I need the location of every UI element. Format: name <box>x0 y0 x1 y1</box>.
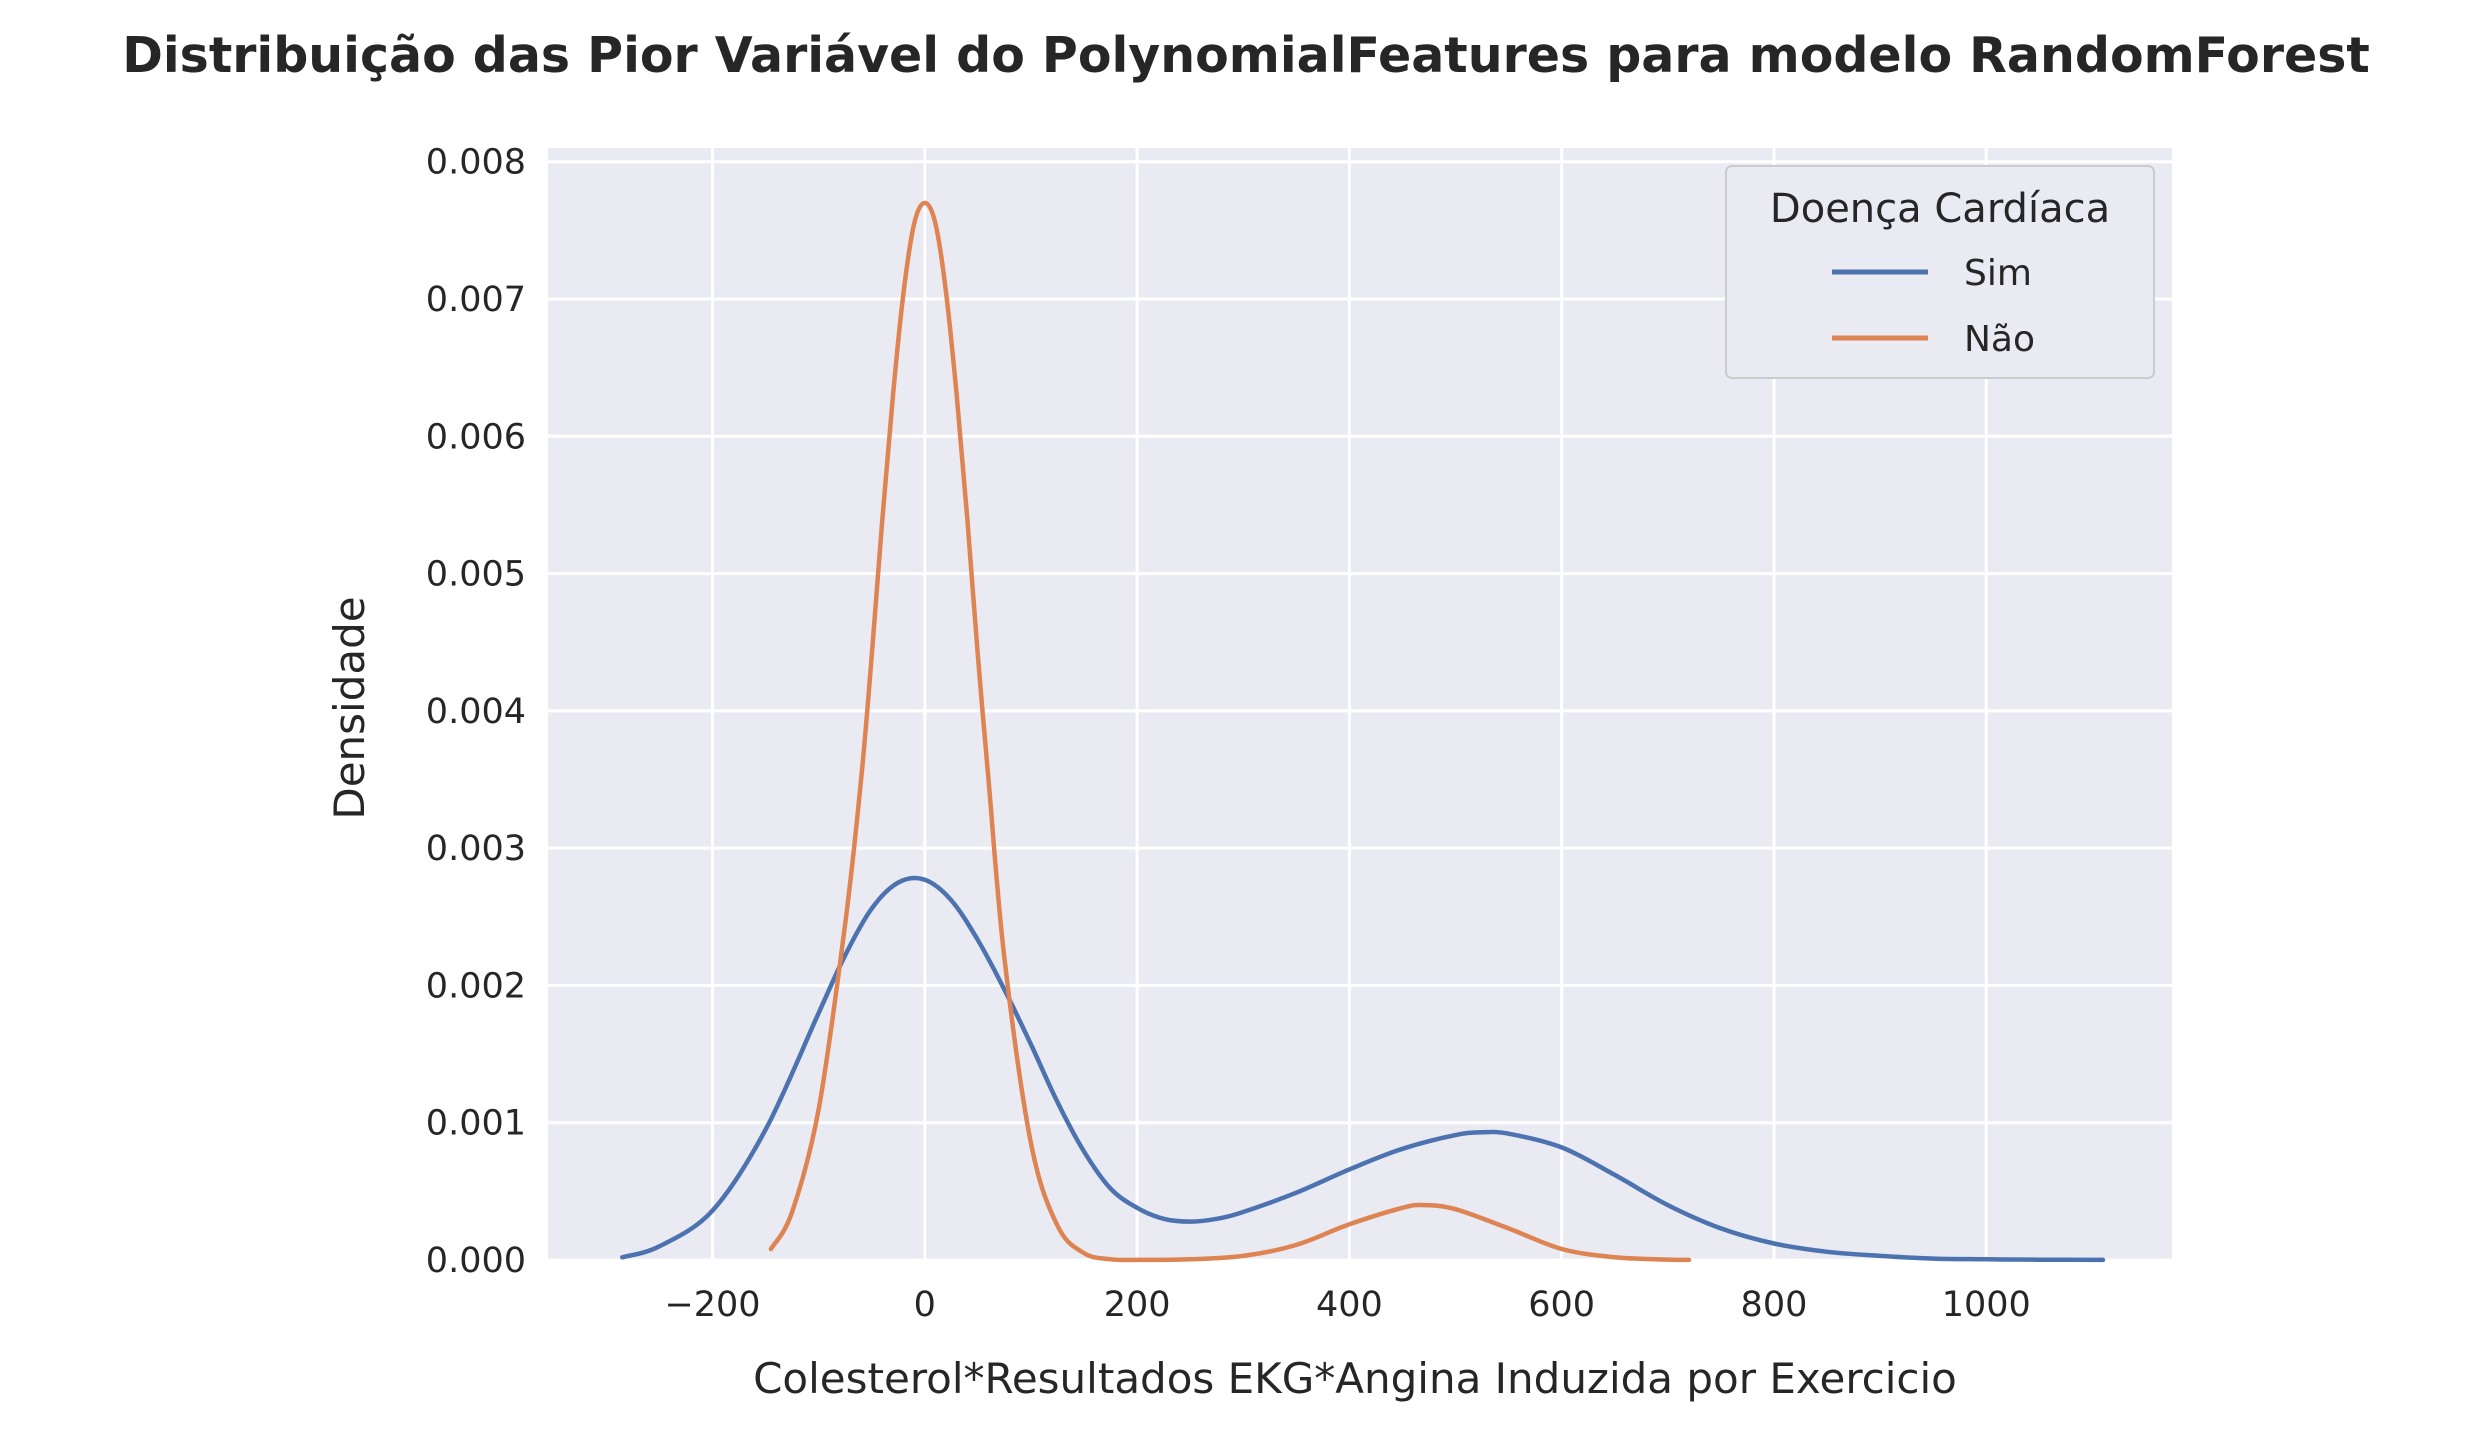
y-tick-label: 0.003 <box>426 829 526 869</box>
x-tick-label: 400 <box>1316 1285 1383 1325</box>
legend-box <box>1725 165 2155 379</box>
y-tick-label: 0.001 <box>426 1104 526 1144</box>
x-tick-label: −200 <box>664 1285 760 1325</box>
legend-title: Doença Cardíaca <box>1770 186 2110 232</box>
y-tick-label: 0.006 <box>426 417 526 457</box>
y-axis-label: Densidade <box>325 596 374 819</box>
y-tick-label: 0.007 <box>426 280 526 320</box>
y-tick-label: 0.004 <box>426 692 526 732</box>
y-tick-label: 0.008 <box>426 143 526 183</box>
y-tick-label: 0.000 <box>426 1241 526 1281</box>
y-axis-ticks: 0.000 0.001 0.002 0.003 0.004 0.005 0.006 0.007… <box>426 143 526 1281</box>
grid <box>548 148 2172 1262</box>
y-tick-label: 0.005 <box>426 555 526 595</box>
x-tick-label: 1000 <box>1942 1285 2031 1325</box>
legend-items: Sim Não <box>1832 253 2035 360</box>
x-tick-label: 200 <box>1104 1285 1171 1325</box>
legend-label: Sim <box>1964 253 2032 294</box>
x-tick-label: 0 <box>914 1285 936 1325</box>
series-line-sim <box>620 875 2106 1263</box>
series-lines <box>620 200 2106 1263</box>
series-line-não <box>768 200 1692 1263</box>
x-tick-label: 800 <box>1741 1285 1808 1325</box>
y-tick-label: 0.002 <box>426 966 526 1006</box>
legend: Doença Cardíaca Sim Não <box>1725 165 2155 379</box>
legend-label: Não <box>1964 319 2035 360</box>
x-tick-label: 600 <box>1528 1285 1595 1325</box>
x-axis-label: Colesterol*Resultados EKG*Angina Induzid… <box>753 1354 1957 1403</box>
chart-title: Distribuição das Pior Variável do Polyno… <box>122 27 2370 84</box>
x-axis-ticks: −200 0 200 400 600 800 1000 <box>664 1285 2030 1325</box>
